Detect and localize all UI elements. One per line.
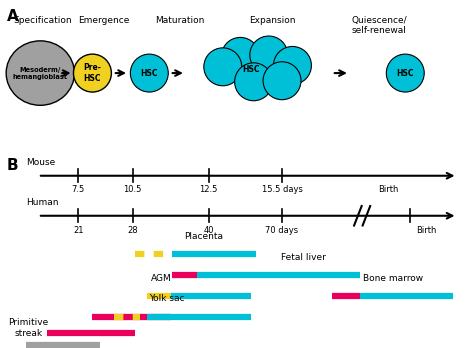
Ellipse shape [263, 62, 301, 100]
Text: Birth: Birth [379, 185, 399, 195]
Ellipse shape [204, 48, 242, 86]
Text: Placenta: Placenta [184, 232, 223, 241]
Ellipse shape [130, 54, 168, 92]
Text: 70 days: 70 days [265, 226, 299, 235]
Ellipse shape [221, 38, 259, 75]
Text: 10.5: 10.5 [124, 185, 142, 195]
Text: 40: 40 [203, 226, 214, 235]
Ellipse shape [273, 47, 311, 84]
Text: A: A [7, 9, 19, 24]
Text: Maturation: Maturation [155, 16, 205, 25]
Text: Fetal liver: Fetal liver [281, 253, 326, 262]
Text: AGM: AGM [151, 274, 172, 283]
Ellipse shape [386, 54, 424, 92]
Text: HSC: HSC [243, 65, 260, 74]
Text: Bone marrow: Bone marrow [364, 274, 423, 283]
Text: 12.5: 12.5 [200, 185, 218, 195]
Text: Birth: Birth [417, 226, 437, 235]
Ellipse shape [73, 54, 111, 92]
Text: Emergence: Emergence [79, 16, 130, 25]
Text: Pre-
HSC: Pre- HSC [83, 63, 101, 83]
Text: Quiescence/
self-renewal: Quiescence/ self-renewal [351, 16, 407, 35]
Text: Yolk sac: Yolk sac [149, 294, 185, 303]
Ellipse shape [250, 36, 288, 74]
Text: B: B [7, 158, 19, 173]
Ellipse shape [6, 41, 74, 105]
Text: Primitive
streak: Primitive streak [9, 318, 48, 338]
Text: 15.5 days: 15.5 days [262, 185, 302, 195]
Text: HSC: HSC [141, 69, 158, 78]
Text: Expansion: Expansion [249, 16, 296, 25]
Text: Human: Human [26, 198, 59, 207]
Text: 7.5: 7.5 [72, 185, 85, 195]
Text: Mesoderm/
hemangioblast: Mesoderm/ hemangioblast [13, 66, 68, 80]
Text: 28: 28 [128, 226, 138, 235]
Ellipse shape [235, 63, 273, 101]
Text: Specification: Specification [13, 16, 72, 25]
Text: 21: 21 [73, 226, 83, 235]
Text: Mouse: Mouse [26, 158, 55, 167]
Text: HSC: HSC [397, 69, 414, 78]
